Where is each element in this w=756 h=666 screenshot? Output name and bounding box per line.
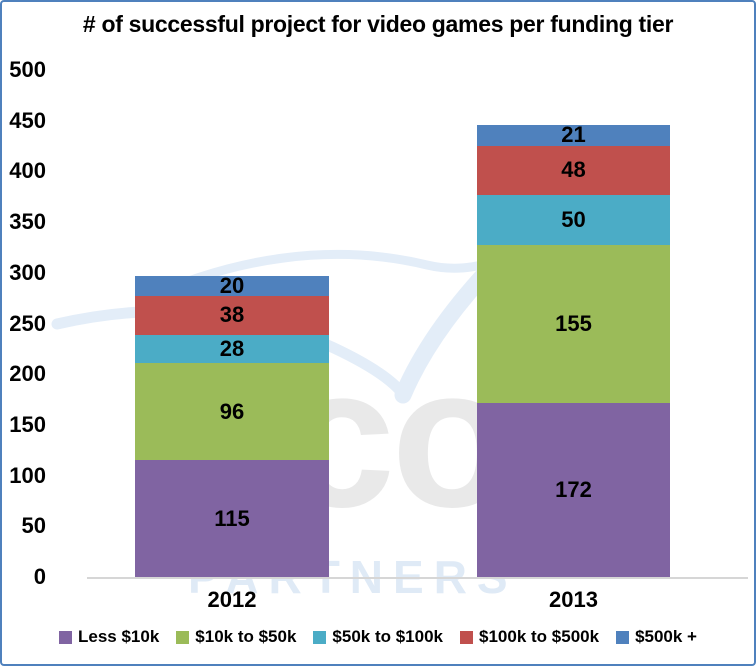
bar-segment: 172 [477, 402, 670, 577]
bar-value-label: 28 [219, 335, 245, 361]
bar-value-label: 20 [219, 272, 245, 298]
bar-value-label: 172 [555, 476, 592, 502]
legend-label: $10k to $50k [195, 627, 297, 646]
bar-segment: 155 [477, 245, 670, 403]
legend-label: $100k to $500k [479, 627, 600, 646]
y-tick-label: 50 [21, 513, 46, 539]
legend-label: $50k to $100k [332, 627, 444, 646]
chart-title: # of successful project for video games … [82, 11, 674, 37]
bar-value-label: 96 [219, 398, 245, 424]
bar-value-label: 115 [214, 505, 250, 531]
legend-swatch [313, 630, 327, 644]
legend-swatch [176, 630, 190, 644]
bar-value-label: 155 [555, 311, 592, 336]
y-tick-label: 150 [9, 411, 46, 437]
y-tick-label: 300 [9, 259, 46, 285]
legend-item: $10k to $50k [176, 627, 296, 647]
bar-segment: 21 [477, 122, 670, 148]
y-tick-label: 450 [9, 107, 46, 133]
bar-value-label: 48 [561, 157, 586, 183]
legend-item: $500k + [616, 627, 697, 647]
bar-segment: 20 [135, 272, 329, 298]
y-tick-label: 100 [9, 462, 46, 488]
bar-value-label: 38 [219, 302, 245, 328]
y-tick-label: 350 [9, 209, 46, 235]
bar-value-label: 50 [561, 207, 586, 233]
y-tick-label: 200 [9, 361, 46, 387]
legend-swatch [460, 630, 474, 644]
bar-segment: 48 [477, 146, 670, 195]
x-axis-line [87, 577, 748, 579]
legend-item: $100k to $500k [460, 627, 599, 647]
bar-value-label: 21 [561, 122, 586, 148]
x-category-label: 2012 [207, 587, 257, 612]
legend-label: $500k + [635, 627, 697, 646]
legend-swatch [616, 630, 630, 644]
bar-segment: 96 [135, 363, 329, 461]
legend-item: Less $10k [58, 627, 160, 647]
legend: Less $10k $10k to $50k $50k to $100k $100k … [2, 625, 754, 649]
y-tick-label: 500 [9, 57, 46, 82]
legend-label: Less $10k [77, 627, 160, 646]
bar-segment: 115 [135, 460, 329, 577]
legend-swatch [58, 630, 72, 644]
y-tick-label: 250 [9, 310, 46, 336]
bar-segment: 38 [135, 296, 329, 335]
x-category-label: 2013 [549, 587, 598, 612]
bar-segment: 28 [135, 334, 329, 364]
y-tick-label: 0 [33, 564, 46, 589]
bar-segment: 50 [477, 194, 670, 246]
y-tick-label: 400 [9, 158, 46, 184]
legend-item: $50k to $100k [313, 627, 443, 647]
